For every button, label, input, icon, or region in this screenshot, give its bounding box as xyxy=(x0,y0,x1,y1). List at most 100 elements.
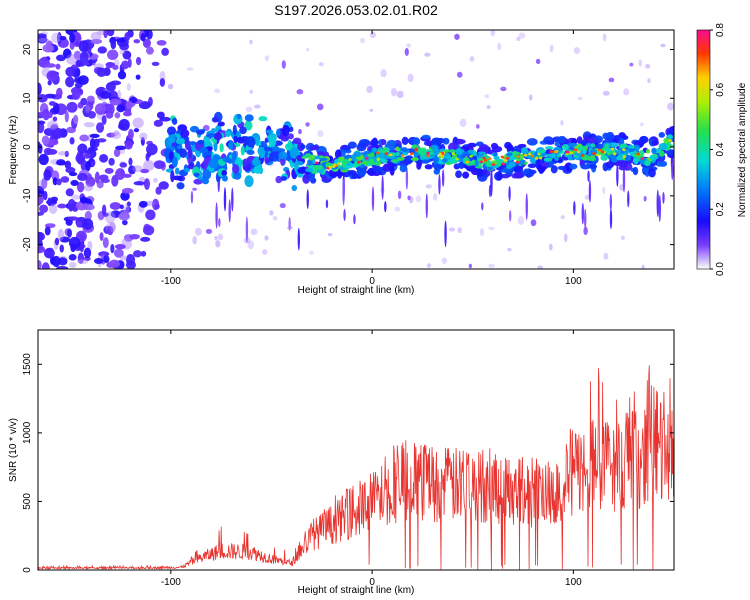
spectrogram-cell xyxy=(231,150,237,161)
spectrogram-cell xyxy=(369,31,377,39)
spectrogram-cell xyxy=(297,227,301,251)
spectrogram-cell xyxy=(38,120,46,125)
spectrogram-cell xyxy=(231,187,234,212)
spectrogram-cell xyxy=(101,115,107,125)
spectrogram-cell xyxy=(658,132,666,138)
spectrogram-cell xyxy=(102,237,109,249)
spectrogram-cell xyxy=(153,119,163,127)
spectrogram-cell xyxy=(530,154,535,158)
spectrogram-cell xyxy=(239,126,247,135)
spectrogram-cell xyxy=(327,232,333,237)
spectrogram-cell xyxy=(222,156,230,163)
spectrogram-cell xyxy=(56,159,66,166)
snr-ytick-label: 1000 xyxy=(22,421,33,444)
spectrogram-cell xyxy=(75,153,85,164)
spectrogram-cell xyxy=(636,152,640,156)
spectrogram-cell xyxy=(202,169,212,180)
spectrogram-cell xyxy=(568,142,578,147)
spectrogram-cell xyxy=(372,165,383,173)
spectrogram-cell xyxy=(441,257,447,264)
spectrogram-cell xyxy=(107,49,119,61)
spectrogram-cell xyxy=(67,216,79,221)
spectrogram-cell xyxy=(77,172,88,181)
spectrogram-cell xyxy=(289,147,299,159)
spectrogram-cell xyxy=(56,178,62,186)
spectrogram-cell xyxy=(493,155,500,161)
spectrogram-cell xyxy=(554,141,560,147)
spectrogram-cell xyxy=(390,159,399,163)
spectrogram-cell xyxy=(638,59,643,67)
spectrogram-cell xyxy=(47,197,52,207)
spectrogram-cell xyxy=(258,146,266,159)
spectrogram-cell xyxy=(645,148,651,154)
spectrogram-cell xyxy=(569,163,578,170)
spectrogram-cell xyxy=(115,38,127,43)
spectrogram-cell xyxy=(643,195,647,202)
spectrogram-cell xyxy=(140,137,145,146)
spectrogram-cell xyxy=(38,111,47,117)
spectrogram-cell xyxy=(122,111,132,117)
spectrogram-cell xyxy=(412,137,421,146)
spectrogram-cell xyxy=(444,220,447,248)
spectrogram-cell xyxy=(652,153,658,158)
spectrogram-cell xyxy=(469,154,473,158)
spectrogram-cell xyxy=(648,168,656,178)
spectrogram-cell xyxy=(221,175,228,182)
spectrogram-cell xyxy=(135,56,142,66)
spectrogram-cell xyxy=(565,150,570,154)
spectrogram-cell xyxy=(490,30,496,37)
spectrogram-cell xyxy=(619,143,628,149)
spectrogram-cell xyxy=(479,228,485,236)
spectrogram-cell xyxy=(265,129,274,134)
spectrogram-cell xyxy=(622,167,626,193)
spectrogram-cell xyxy=(176,182,185,190)
spectrogram-cell xyxy=(201,177,210,185)
spectrogram-cell xyxy=(523,153,528,157)
spectrogram-cell xyxy=(468,263,473,269)
spectrogram-cell xyxy=(57,228,65,241)
spectrogram-cell xyxy=(409,152,414,156)
spectrogram-cell xyxy=(205,133,215,138)
spectrogram-cell xyxy=(76,220,82,228)
spectrogram-cell xyxy=(387,139,397,147)
spectrogram-cell xyxy=(671,161,674,180)
spectrogram-cell xyxy=(55,63,61,70)
spectrogram-cell xyxy=(263,146,273,152)
spectrogram-cell xyxy=(119,162,128,168)
spectrogram-cell xyxy=(54,127,60,139)
spectrogram-cell xyxy=(154,203,160,210)
spectrogram-cell xyxy=(250,228,258,236)
spectrogram-cell xyxy=(125,100,134,110)
spectrogram-cell xyxy=(426,154,430,158)
colorbar-gradient xyxy=(696,29,711,270)
spectrogram-cell xyxy=(212,116,219,123)
spectrogram-cell xyxy=(38,33,47,39)
spectrogram-cell xyxy=(151,61,160,66)
spectrogram-cell xyxy=(107,225,114,236)
spectrogram-cell xyxy=(390,87,398,97)
spectrogram-cell xyxy=(275,175,283,184)
spectrogram-cell xyxy=(103,255,110,264)
spectrogram-cell xyxy=(306,47,310,52)
spectrogram-cell xyxy=(48,101,57,106)
spectrogram-cell xyxy=(43,247,55,259)
spectrogram-cell xyxy=(456,71,463,78)
spectrogram-cell xyxy=(38,153,49,166)
spectrogram-cell xyxy=(246,136,256,148)
spectrogram-cell xyxy=(76,181,85,193)
spectrogram-cell xyxy=(331,165,336,169)
colorbar-ticks: 0.0 0.2 0.4 0.6 0.8 xyxy=(710,23,726,276)
spectrogram-cell xyxy=(381,175,384,200)
spectrogram-cell xyxy=(530,219,537,227)
spectrogram-cell xyxy=(83,61,90,66)
spectrogram-cell xyxy=(84,210,92,221)
spectrogram-cell xyxy=(57,203,67,209)
spectrogram-cell xyxy=(497,160,502,167)
spectrogram-cell xyxy=(208,158,219,169)
spectrogram-cell xyxy=(110,39,117,50)
spectrogram-cell xyxy=(348,158,352,161)
spectrogram-cell xyxy=(624,154,632,162)
spectrogram-cell xyxy=(298,128,302,135)
